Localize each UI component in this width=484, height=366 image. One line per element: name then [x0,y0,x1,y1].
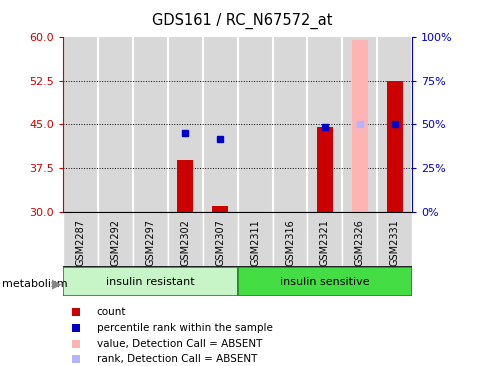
Bar [63,212,98,267]
Text: GSM2302: GSM2302 [180,219,190,266]
Text: value, Detection Call = ABSENT: value, Detection Call = ABSENT [97,339,262,348]
Bar [63,267,237,296]
Bar [133,37,167,212]
Text: rank, Detection Call = ABSENT: rank, Detection Call = ABSENT [97,354,257,365]
Bar [272,212,307,267]
Bar [317,127,332,212]
Bar [351,40,367,212]
Bar [212,206,227,212]
Text: count: count [97,307,126,317]
Text: GSM2287: GSM2287 [76,219,85,266]
Bar [237,37,272,212]
Text: GSM2307: GSM2307 [215,219,225,266]
Bar [133,212,167,267]
Bar [202,212,237,267]
Text: metabolism: metabolism [2,279,68,289]
Bar [342,212,377,267]
Bar [98,37,133,212]
Bar [177,160,193,212]
Text: GSM2297: GSM2297 [145,219,155,266]
Text: GDS161 / RC_N67572_at: GDS161 / RC_N67572_at [152,13,332,29]
Bar [307,212,342,267]
Text: GSM2326: GSM2326 [354,219,364,266]
Bar [237,267,411,296]
Text: insulin resistant: insulin resistant [106,277,194,287]
Text: insulin sensitive: insulin sensitive [280,277,369,287]
Text: percentile rank within the sample: percentile rank within the sample [97,323,272,333]
Text: GSM2311: GSM2311 [250,219,259,266]
Bar [167,212,202,267]
Text: GSM2316: GSM2316 [285,219,294,266]
Bar [237,212,272,267]
Text: GSM2331: GSM2331 [389,219,399,266]
Bar [342,37,377,212]
Bar [63,37,98,212]
Bar [98,212,133,267]
Bar [377,37,411,212]
Bar [386,81,402,212]
Bar [307,37,342,212]
Text: ▶: ▶ [52,277,62,290]
Text: GSM2292: GSM2292 [110,219,120,266]
Bar [202,37,237,212]
Bar [377,212,411,267]
Text: GSM2321: GSM2321 [319,219,329,266]
Bar [167,37,202,212]
Bar [272,37,307,212]
